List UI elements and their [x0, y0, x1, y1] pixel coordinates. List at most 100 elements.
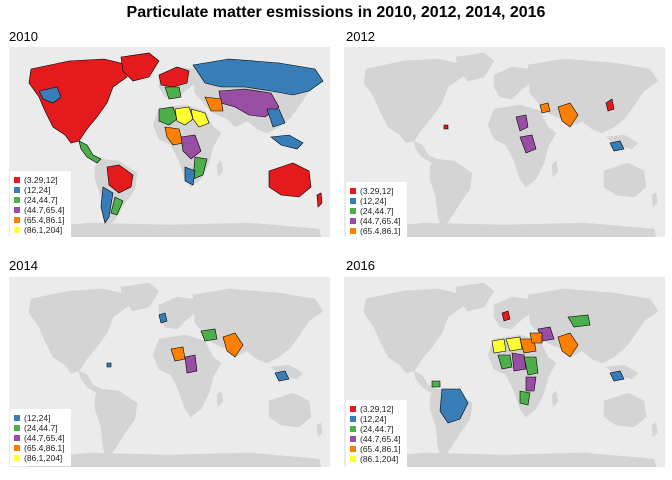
- legend-swatch: [350, 208, 356, 214]
- world-map-svg: [26, 282, 324, 467]
- land-europe: [493, 66, 531, 100]
- country-region: [443, 124, 449, 130]
- legend-swatch: [350, 188, 356, 194]
- legend-swatch: [14, 217, 20, 223]
- legend-swatch: [350, 456, 356, 462]
- land-australia: [603, 162, 647, 198]
- country-region: [158, 106, 178, 126]
- legend-item: (12,24]: [14, 185, 65, 195]
- legend-swatch: [14, 187, 20, 193]
- country-region: [106, 164, 134, 194]
- world-map-svg: [26, 52, 324, 237]
- land-southAmerica: [94, 388, 138, 460]
- land-africa: [487, 104, 557, 188]
- legend-label: (65.4,86.1]: [24, 443, 65, 453]
- country-region: [519, 390, 531, 406]
- legend-item: (44.7,65.4]: [350, 434, 401, 444]
- legend-item: (86.1,204]: [14, 225, 65, 235]
- country-region: [174, 106, 194, 126]
- country-region: [158, 312, 168, 324]
- legend-swatch: [350, 426, 356, 432]
- country-region: [184, 166, 196, 186]
- country-region: [567, 314, 591, 328]
- legend-item: (65.4,86.1]: [14, 443, 65, 453]
- country-region: [158, 66, 190, 88]
- legend-swatch: [350, 218, 356, 224]
- land-asia: [192, 288, 324, 364]
- country-region: [525, 376, 537, 392]
- legend-swatch: [14, 207, 20, 213]
- legend-label: (65.4,86.1]: [24, 215, 65, 225]
- legend-label: (44.7,65.4]: [360, 434, 401, 444]
- country-region: [523, 356, 539, 376]
- legend-label: (86.1,204]: [360, 454, 399, 464]
- panel-label-2010: 2010: [9, 29, 38, 44]
- legend-swatch: [350, 446, 356, 452]
- legend-label: (44.7,65.4]: [360, 216, 401, 226]
- legend-swatch: [14, 177, 20, 183]
- country-region: [519, 134, 537, 154]
- land-greenland: [455, 282, 495, 312]
- legend-label: (86.1,204]: [24, 225, 63, 235]
- legend-label: (44.7,65.4]: [24, 205, 65, 215]
- country-region: [192, 156, 208, 180]
- land-asia: [527, 288, 659, 364]
- country-region: [609, 140, 625, 152]
- land-nz: [651, 192, 658, 208]
- legend-item: (24,44.7]: [350, 424, 401, 434]
- country-region: [605, 98, 615, 112]
- legend-item: (65.4,86.1]: [14, 215, 65, 225]
- legend-item: (86.1,204]: [350, 454, 401, 464]
- country-region: [28, 58, 130, 144]
- country-region: [501, 310, 511, 322]
- legend-2010: (3.29,12] (12,24] (24,44.7] (44.7,65.4] (65.…: [10, 171, 71, 238]
- legend-item: (65.4,86.1]: [350, 226, 401, 236]
- legend-item: (24,44.7]: [14, 423, 65, 433]
- land-madagascar: [551, 390, 559, 408]
- country-region: [120, 52, 160, 82]
- legend-label: (12,24]: [24, 413, 51, 423]
- legend-label: (65.4,86.1]: [360, 444, 401, 454]
- legend-2016: (3.29,12] (12,24] (24,44.7] (44.7,65.4] (65.…: [346, 400, 407, 467]
- legend-label: (24,44.7]: [24, 195, 58, 205]
- world-map-svg: [361, 52, 659, 237]
- country-region: [497, 354, 513, 370]
- legend-label: (3.29,12]: [360, 186, 394, 196]
- land-madagascar: [216, 390, 224, 408]
- chart-title: Particulate matter esmissions in 2010, 2…: [126, 4, 546, 21]
- legend-label: (65.4,86.1]: [360, 226, 401, 236]
- country-region: [204, 96, 224, 112]
- country-region: [557, 332, 579, 358]
- panel-label-2016: 2016: [346, 258, 375, 273]
- land-madagascar: [216, 160, 224, 178]
- land-antarctica: [26, 222, 322, 237]
- panel-label-2012: 2012: [346, 29, 375, 44]
- country-region: [106, 362, 112, 368]
- legend-label: (86.1,204]: [24, 453, 63, 463]
- legend-item: (24,44.7]: [350, 206, 401, 216]
- map-panel-2014: [9, 277, 330, 467]
- world-map-svg: [361, 282, 659, 467]
- legend-swatch: [14, 197, 20, 203]
- land-africa: [152, 334, 222, 418]
- legend-item: (3.29,12]: [350, 186, 401, 196]
- country-region: [110, 196, 124, 216]
- legend-swatch: [350, 406, 356, 412]
- country-region: [316, 192, 323, 208]
- legend-swatch: [14, 425, 20, 431]
- land-northAmerica: [363, 288, 465, 374]
- legend-item: (44.7,65.4]: [14, 205, 65, 215]
- legend-item: (44.7,65.4]: [14, 433, 65, 443]
- country-region: [164, 126, 184, 146]
- country-region: [505, 336, 523, 352]
- legend-label: (24,44.7]: [24, 423, 58, 433]
- legend-item: (24,44.7]: [14, 195, 65, 205]
- legend-item: (12,24]: [14, 413, 65, 423]
- legend-item: (12,24]: [350, 414, 401, 424]
- map-panel-2016: [344, 277, 665, 467]
- land-europe: [493, 296, 531, 330]
- legend-label: (44.7,65.4]: [24, 433, 65, 443]
- country-region: [218, 88, 280, 118]
- country-region: [184, 354, 198, 374]
- country-region: [38, 86, 62, 104]
